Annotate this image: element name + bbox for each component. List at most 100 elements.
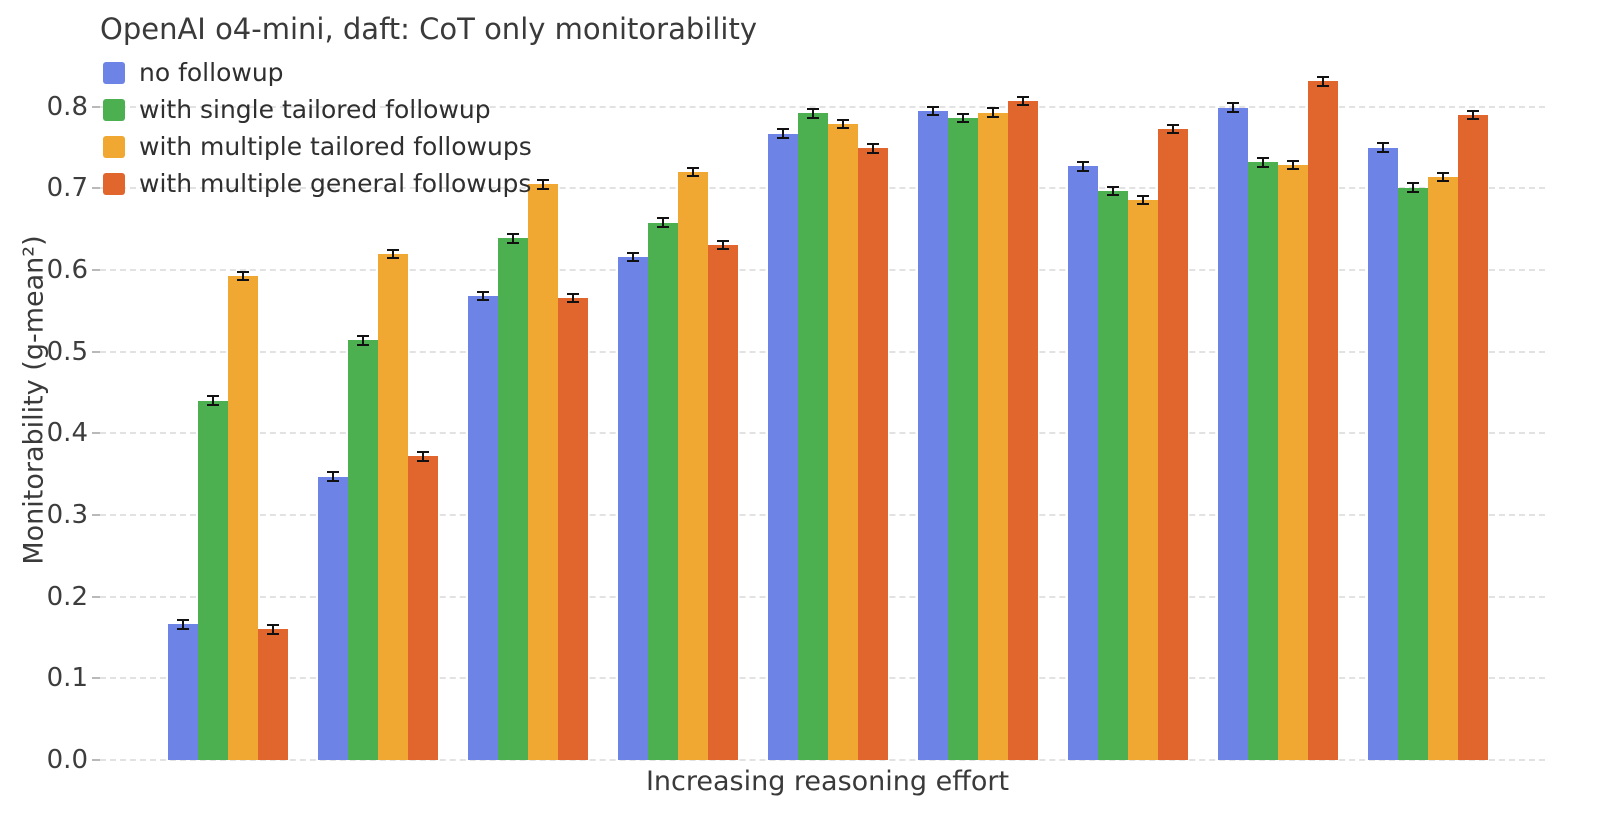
legend-item-2: with multiple tailored followups	[103, 128, 532, 165]
y-tick-label: 0.0	[46, 745, 88, 775]
bar-series1-group5	[948, 118, 978, 760]
error-bar-cap-top	[537, 179, 549, 182]
bar-series3-group5	[1008, 101, 1038, 760]
error-bar-line	[1022, 97, 1024, 105]
error-bar-cap-bottom	[1107, 194, 1119, 197]
error-bar-cap-bottom	[507, 241, 519, 244]
error-bar-cap-top	[837, 118, 849, 121]
bar-series2-group2	[528, 184, 558, 760]
legend-item-1: with single tailored followup	[103, 91, 532, 128]
bar-series0-group1	[318, 476, 348, 760]
bar-series2-group8	[1428, 177, 1458, 760]
y-tick-label: 0.1	[46, 663, 88, 694]
bar-series1-group8	[1398, 187, 1428, 760]
error-bar-line	[932, 107, 934, 115]
error-bar-cap-top	[507, 232, 519, 235]
error-bar-cap-bottom	[207, 404, 219, 406]
error-bar-line	[182, 621, 184, 628]
error-bar-cap-bottom	[987, 115, 999, 118]
error-bar-cap-bottom	[357, 343, 369, 346]
bar-series2-group1	[378, 253, 408, 760]
error-bar-cap-top	[687, 166, 699, 169]
error-bar-cap-top	[1017, 95, 1029, 98]
error-bar-line	[242, 272, 244, 280]
bar-series3-group6	[1158, 128, 1188, 760]
error-bar-line	[512, 234, 514, 242]
y-tick-mark	[92, 514, 100, 517]
y-tick-mark	[92, 269, 100, 272]
error-bar-cap-bottom	[927, 114, 939, 117]
error-bar-cap-bottom	[867, 151, 879, 154]
error-bar-cap-top	[327, 471, 339, 474]
error-bar-cap-top	[807, 108, 819, 111]
error-bar-cap-top	[1407, 182, 1419, 185]
error-bar-cap-top	[1257, 157, 1269, 160]
error-bar-cap-top	[867, 143, 879, 146]
error-bar-cap-bottom	[177, 627, 189, 630]
error-bar-cap-bottom	[1167, 132, 1179, 135]
error-bar-line	[272, 626, 274, 633]
bar-series0-group2	[468, 296, 498, 760]
error-bar-cap-top	[207, 395, 219, 398]
y-tick-label: 0.3	[46, 500, 88, 531]
bar-series0-group6	[1068, 166, 1098, 760]
error-bar-line	[362, 337, 364, 344]
error-bar-cap-top	[627, 251, 639, 254]
error-bar-cap-top	[1317, 76, 1329, 79]
bar-series2-group5	[978, 112, 1008, 760]
error-bar-line	[662, 219, 664, 226]
error-bar-line	[722, 241, 724, 249]
bar-series1-group0	[198, 400, 228, 760]
legend-label: with single tailored followup	[139, 95, 491, 124]
error-bar-cap-top	[1077, 161, 1089, 164]
y-tick-label: 0.2	[46, 581, 88, 612]
y-tick-mark	[92, 677, 100, 680]
gridline	[100, 759, 1545, 761]
legend-swatch-icon	[103, 135, 125, 158]
bar-series3-group2	[558, 297, 588, 760]
error-bar-cap-bottom	[657, 226, 669, 228]
error-bar-cap-top	[657, 217, 669, 220]
error-bar-cap-top	[957, 112, 969, 115]
error-bar-line	[812, 110, 814, 117]
error-bar-cap-bottom	[267, 632, 279, 635]
error-bar-cap-bottom	[1257, 165, 1269, 168]
error-bar-cap-bottom	[567, 301, 579, 304]
error-bar-cap-top	[387, 248, 399, 251]
error-bar-cap-bottom	[537, 187, 549, 190]
error-bar-line	[1472, 111, 1474, 119]
error-bar-line	[1262, 159, 1264, 166]
error-bar-line	[632, 253, 634, 261]
error-bar-line	[1112, 187, 1114, 195]
error-bar-line	[482, 292, 484, 300]
error-bar-cap-top	[1377, 142, 1389, 145]
error-bar-line	[992, 109, 994, 116]
bar-series0-group7	[1218, 107, 1248, 760]
error-bar-cap-bottom	[1407, 190, 1419, 193]
error-bar-cap-top	[477, 290, 489, 293]
error-bar-cap-top	[1437, 171, 1449, 174]
error-bar-cap-bottom	[327, 479, 339, 482]
error-bar-cap-top	[177, 619, 189, 622]
bar-series3-group0	[258, 629, 288, 760]
error-bar-cap-top	[1167, 123, 1179, 126]
y-axis-label: Monitorability (g-mean²)	[18, 235, 50, 565]
error-bar-line	[1232, 104, 1234, 111]
error-bar-cap-bottom	[1137, 203, 1149, 206]
error-bar-cap-bottom	[1017, 104, 1029, 107]
bar-series3-group7	[1308, 81, 1338, 760]
error-bar-cap-top	[1137, 194, 1149, 197]
bar-series3-group1	[408, 456, 438, 760]
error-bar-line	[1142, 196, 1144, 204]
error-bar-line	[962, 114, 964, 122]
error-bar-cap-bottom	[1377, 150, 1389, 153]
bar-series0-group3	[618, 257, 648, 760]
error-bar-cap-top	[417, 450, 429, 453]
bar-series2-group6	[1128, 199, 1158, 760]
bar-series1-group3	[648, 222, 678, 760]
gridline	[100, 105, 1545, 108]
error-bar-cap-top	[267, 624, 279, 627]
bar-series1-group7	[1248, 162, 1278, 760]
